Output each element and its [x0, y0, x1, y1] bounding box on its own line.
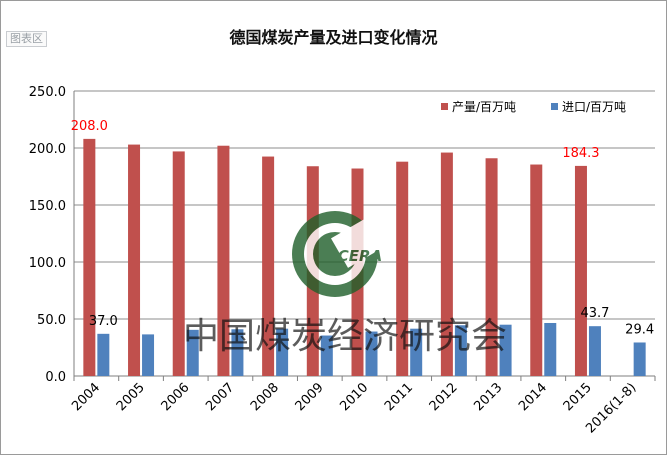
x-tick-label: 2010: [337, 380, 371, 414]
x-tick-label: 2009: [293, 380, 327, 414]
bar-imports: [97, 333, 110, 376]
bar-production: [83, 138, 96, 376]
bar-imports: [499, 324, 512, 376]
legend-label: 产量/百万吨: [452, 100, 516, 114]
bar-imports: [633, 342, 646, 376]
y-tick-label: 100.0: [29, 256, 66, 271]
y-tick-label: 250.0: [29, 85, 66, 100]
data-label: 208.0: [71, 119, 108, 134]
legend-label: 进口/百万吨: [562, 100, 626, 114]
legend: 产量/百万吨 进口/百万吨: [441, 100, 626, 114]
bar-production: [172, 151, 185, 376]
bar-production: [440, 152, 453, 376]
bar-imports: [186, 329, 199, 376]
y-tick-label: 50.0: [37, 313, 66, 328]
x-tick-label: 2005: [114, 380, 148, 414]
bar-imports: [276, 328, 289, 376]
bar-production: [128, 144, 141, 376]
data-label: 184.3: [562, 146, 599, 161]
x-tick-label: 2011: [382, 380, 416, 414]
chart-title: 德国煤炭产量及进口变化情况: [229, 28, 438, 47]
watermark-text: 中国煤炭经济研究会: [183, 316, 507, 357]
y-tick-label: 0.0: [45, 370, 66, 385]
bar-imports: [410, 328, 423, 376]
bar-imports: [142, 334, 155, 376]
data-labels: 208.0 37.0 184.3 43.7 29.4: [71, 119, 654, 338]
bar-imports: [544, 322, 557, 376]
bar-imports: [454, 325, 467, 376]
x-tick-label: 2015: [561, 380, 595, 414]
legend-swatch-production: [441, 103, 448, 110]
bar-production: [396, 161, 409, 376]
x-tick-label: 2004: [69, 380, 103, 414]
legend-swatch-imports: [551, 103, 558, 110]
bar-production: [574, 165, 587, 376]
data-label: 37.0: [89, 314, 118, 329]
x-tick-label: 2007: [203, 380, 237, 414]
y-tick-label: 150.0: [29, 199, 66, 214]
watermark-logo-gap: [331, 217, 385, 268]
x-axis: 2004 2005 2006 2007 2008 2009 2010 2011 2012 2013…: [69, 376, 656, 436]
bar-production: [217, 145, 230, 376]
x-tick-label: 2013: [471, 380, 505, 414]
bar-production: [530, 164, 543, 376]
y-axis: 0.0 50.0 100.0 150.0 200.0 250.0: [29, 85, 75, 385]
bar-imports: [365, 331, 378, 376]
bar-imports: [320, 335, 333, 376]
chart-area-tag: 图表区: [6, 31, 47, 47]
watermark: CERA 中国煤炭经济研究会: [183, 211, 507, 357]
bar-production: [485, 158, 498, 376]
bar-imports: [231, 329, 244, 376]
x-tick-label: 2006: [159, 380, 193, 414]
bar-production: [262, 156, 275, 376]
x-tick-label: 2008: [248, 380, 282, 414]
x-tick-label: 2014: [516, 380, 550, 414]
data-label: 29.4: [625, 322, 654, 337]
watermark-logo-text: CERA: [338, 247, 382, 265]
y-tick-label: 200.0: [29, 142, 66, 157]
data-label: 43.7: [580, 306, 609, 321]
x-tick-label: 2012: [427, 380, 461, 414]
bar-imports: [588, 326, 601, 376]
